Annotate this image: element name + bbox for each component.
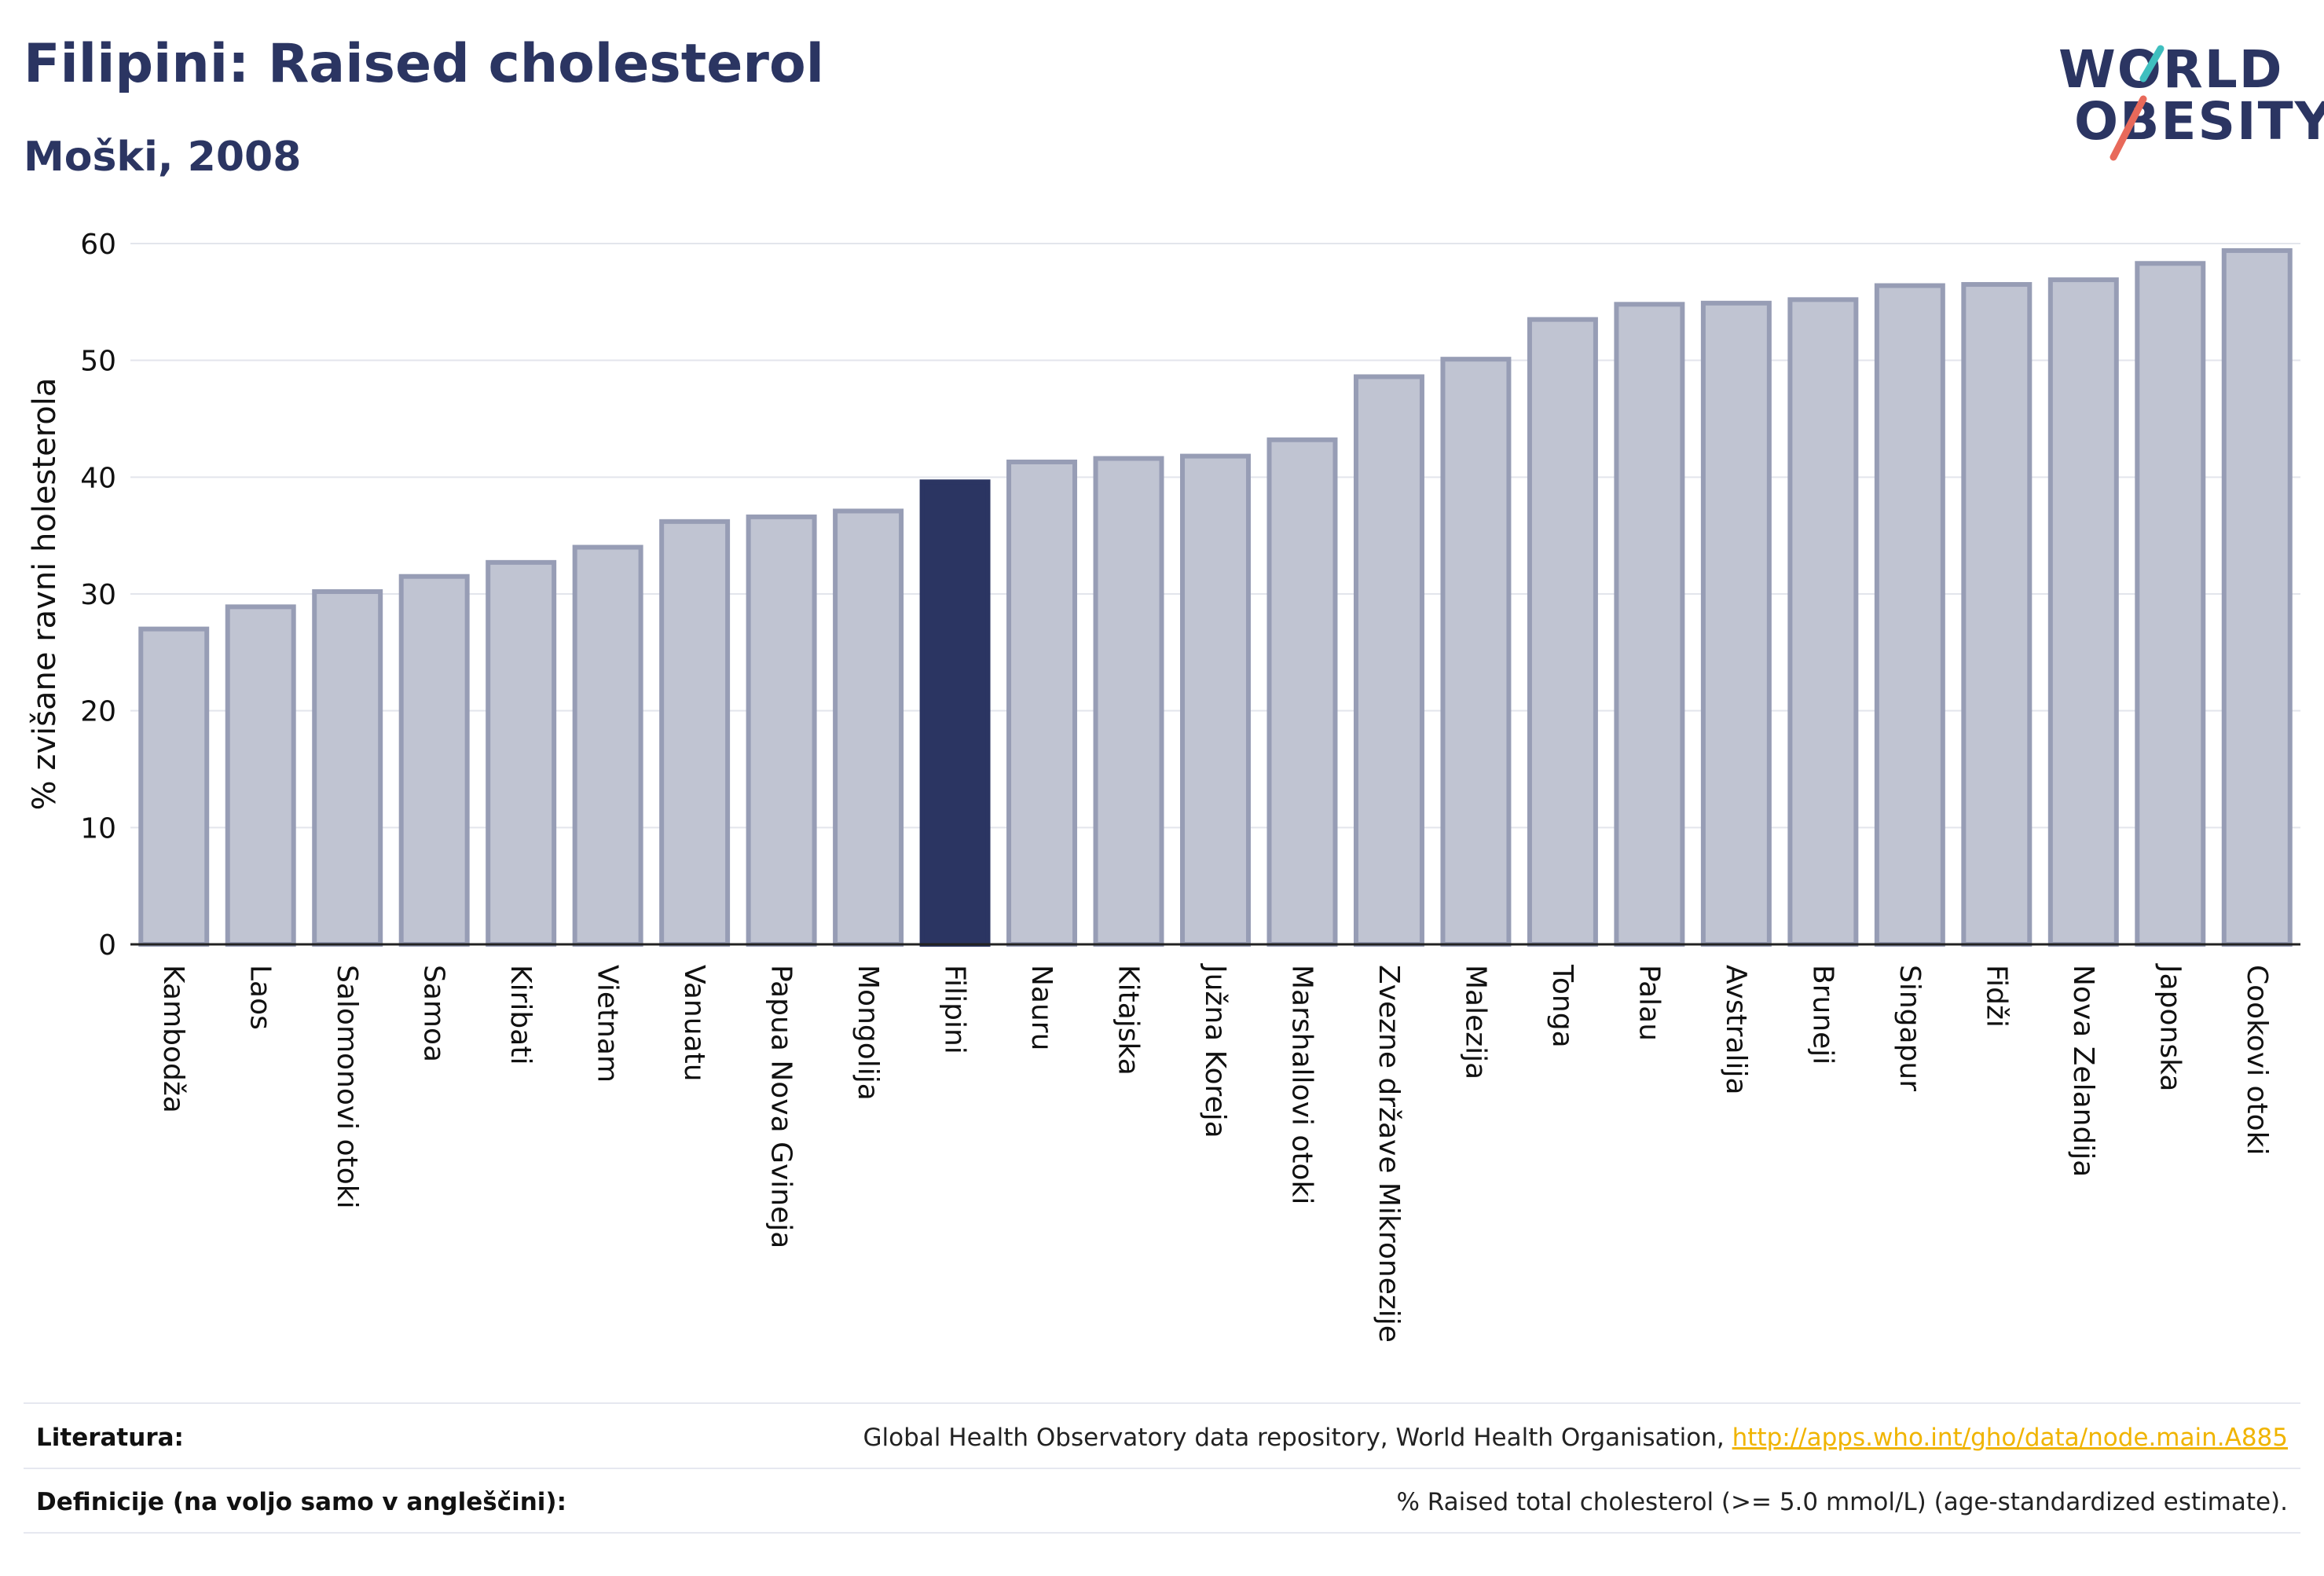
x-tick-label: Samoa xyxy=(418,965,450,1062)
x-tick-label: Laos xyxy=(244,965,277,1030)
bar xyxy=(1787,297,1859,947)
x-tick-label: Salomonovi otoki xyxy=(331,965,363,1209)
logo-slash-icon xyxy=(2110,45,2165,161)
definitions-label: Definicije (na voljo samo v angleščini): xyxy=(36,1488,566,1516)
y-tick-label: 0 xyxy=(98,929,116,962)
bar xyxy=(1440,357,1512,947)
x-tick-label: Nova Zelandija xyxy=(2067,965,2099,1177)
x-tick-label: Cookovi otoki xyxy=(2241,965,2273,1156)
bar xyxy=(2135,261,2206,947)
footer-divider xyxy=(24,1402,2300,1404)
x-tick-label: Bruneji xyxy=(1806,965,1838,1065)
x-tick-label: Kiribati xyxy=(504,965,537,1065)
literature-value: Global Health Observatory data repositor… xyxy=(863,1424,2288,1452)
bar-chart: 0 10 20 30 40 50 60 % zvišane ravni holesterola… xyxy=(27,229,2300,1343)
bar xyxy=(1527,317,1598,947)
literature-link[interactable]: http://apps.who.int/gho/data/node.main.A… xyxy=(1732,1424,2288,1452)
world-obesity-logo[interactable]: WORLD OBESITY xyxy=(2043,31,2324,165)
bar xyxy=(659,519,731,947)
bar xyxy=(2047,277,2119,947)
bar xyxy=(1266,437,1338,947)
chart-title: Filipini: Raised cholesterol xyxy=(24,33,824,95)
y-tick-label: 20 xyxy=(80,696,116,728)
bar xyxy=(1093,456,1164,947)
y-tick-label: 50 xyxy=(80,346,116,378)
bar xyxy=(398,574,470,947)
footer-divider xyxy=(24,1532,2300,1534)
x-tick-label: Malezija xyxy=(1459,965,1491,1079)
bar xyxy=(2221,247,2293,947)
y-axis-label: % zvišane ravni holesterola xyxy=(27,378,63,811)
bar xyxy=(138,626,210,947)
y-tick-label: 30 xyxy=(80,579,116,611)
x-tick-label: Vietnam xyxy=(592,965,624,1083)
bar xyxy=(1006,460,1078,947)
x-tick-label: Vanuatu xyxy=(678,965,710,1082)
chart-subtitle: Moški, 2008 xyxy=(24,134,302,181)
x-tick-label: Papua Nova Gvineja xyxy=(765,965,797,1248)
x-tick-label: Tonga xyxy=(1546,964,1578,1048)
x-tick-label: Nauru xyxy=(1025,965,1058,1050)
bar xyxy=(1614,302,1685,947)
x-tick-label: Fidži xyxy=(1980,965,2012,1028)
bar xyxy=(1961,282,2033,947)
x-tick-label: Marshallovi otoki xyxy=(1285,965,1318,1204)
bar xyxy=(486,559,557,947)
x-tick-label: Kitajska xyxy=(1113,965,1145,1076)
literature-label: Literatura: xyxy=(36,1424,184,1452)
logo-line-2: OBESITY xyxy=(2074,91,2324,152)
y-tick-label: 10 xyxy=(80,812,116,845)
x-tick-label: Palau xyxy=(1633,965,1665,1041)
bar xyxy=(225,604,296,947)
literature-text: Global Health Observatory data repositor… xyxy=(863,1424,1732,1452)
definitions-text: % Raised total cholesterol (>= 5.0 mmol/… xyxy=(1396,1488,2288,1516)
x-tick-label: Mongolija xyxy=(852,965,884,1101)
y-tick-label: 60 xyxy=(80,229,116,261)
logo-line-1: WORLD xyxy=(2058,39,2284,100)
x-tick-label: Zvezne države Mikronezije xyxy=(1373,965,1405,1343)
bar xyxy=(572,544,643,947)
bar xyxy=(1700,300,1772,947)
x-tick-label: Južna Koreja xyxy=(1199,963,1231,1138)
x-tick-label: Singapur xyxy=(1893,965,1926,1091)
bar xyxy=(919,479,991,947)
bar xyxy=(833,508,904,947)
bar xyxy=(1353,374,1424,947)
x-tick-label: Avstralija xyxy=(1720,965,1752,1095)
x-tick-label: Filipini xyxy=(939,965,971,1054)
footer-divider xyxy=(24,1468,2300,1469)
bar xyxy=(1874,283,1945,947)
x-tick-label: Japonska xyxy=(2154,963,2186,1091)
bar xyxy=(746,514,817,947)
bar xyxy=(312,589,383,947)
x-tick-label: Kambodža xyxy=(157,965,189,1113)
y-tick-label: 40 xyxy=(80,462,116,494)
bar xyxy=(1180,453,1251,947)
